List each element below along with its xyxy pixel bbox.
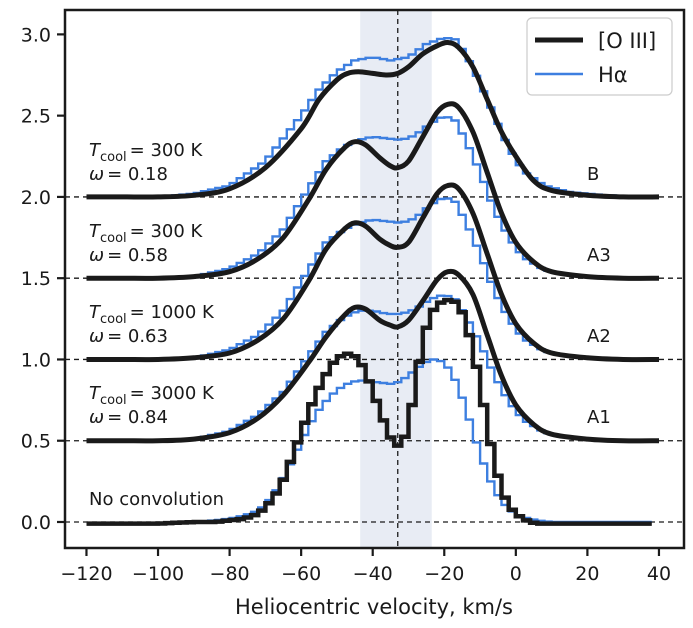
y-tick-label: 1.5 <box>21 268 51 290</box>
annotation-label-b: B <box>587 164 599 185</box>
shaded-velocity-band <box>360 10 432 548</box>
series-oiii-a2 <box>86 182 660 363</box>
annotation-tcool-a3: Tcool = 300 K <box>89 221 204 246</box>
annotation-tcool-a1: Tcool = 3000 K <box>89 383 215 408</box>
series-oiii-b <box>86 39 660 200</box>
y-tick-label: 0.5 <box>21 431 51 453</box>
annotation-tcool-a2: Tcool = 1000 K <box>89 302 215 327</box>
legend-label-oiii: [O III] <box>598 29 656 53</box>
x-tick-label: −60 <box>281 563 321 585</box>
annotation-label-a1: A1 <box>587 407 611 428</box>
x-axis-ticks: −120 −100 −80 −60 −40 −20 0 20 40 <box>60 548 671 585</box>
x-tick-label: −120 <box>60 563 112 585</box>
legend-label-halpha: Hα <box>598 63 628 87</box>
x-tick-label: 0 <box>510 563 522 585</box>
x-tick-label: 40 <box>647 563 671 585</box>
annotation-omega-a3: ω = 0.58 <box>89 245 168 266</box>
x-tick-label: 20 <box>575 563 599 585</box>
y-tick-label: 2.0 <box>21 187 51 209</box>
x-tick-label: −100 <box>132 563 184 585</box>
annotation-label-a3: A3 <box>587 245 611 266</box>
y-tick-label: 0.0 <box>21 512 51 534</box>
x-tick-label: −40 <box>353 563 393 585</box>
series-oiii-a1 <box>86 268 660 444</box>
y-tick-label: 1.0 <box>21 349 51 371</box>
y-axis-ticks: 0.0 0.5 1.0 1.5 2.0 2.5 3.0 <box>21 24 65 534</box>
x-tick-label: −80 <box>210 563 250 585</box>
legend-box <box>526 17 673 96</box>
x-axis-label: Heliocentric velocity, km/s <box>235 595 513 619</box>
y-tick-label: 3.0 <box>21 24 51 46</box>
series-group <box>86 37 660 526</box>
annotation-tcool-b: Tcool = 300 K <box>89 140 204 165</box>
annotation-label-a2: A2 <box>587 326 611 347</box>
annotation-group: Tcool = 300 K ω = 0.18 B Tcool = 300 K ω = 0… <box>89 140 611 510</box>
annotation-omega-a2: ω = 0.63 <box>89 326 168 347</box>
annotation-omega-b: ω = 0.18 <box>89 164 168 185</box>
annotation-no-convolution: No convolution <box>89 489 224 510</box>
legend: [O III] Hα <box>526 17 673 96</box>
series-oiii-no-convolution <box>86 297 652 526</box>
series-oiii-a3 <box>86 101 660 281</box>
y-tick-label: 2.5 <box>21 106 51 128</box>
x-tick-label: −20 <box>424 563 464 585</box>
annotation-omega-a1: ω = 0.84 <box>89 407 168 428</box>
